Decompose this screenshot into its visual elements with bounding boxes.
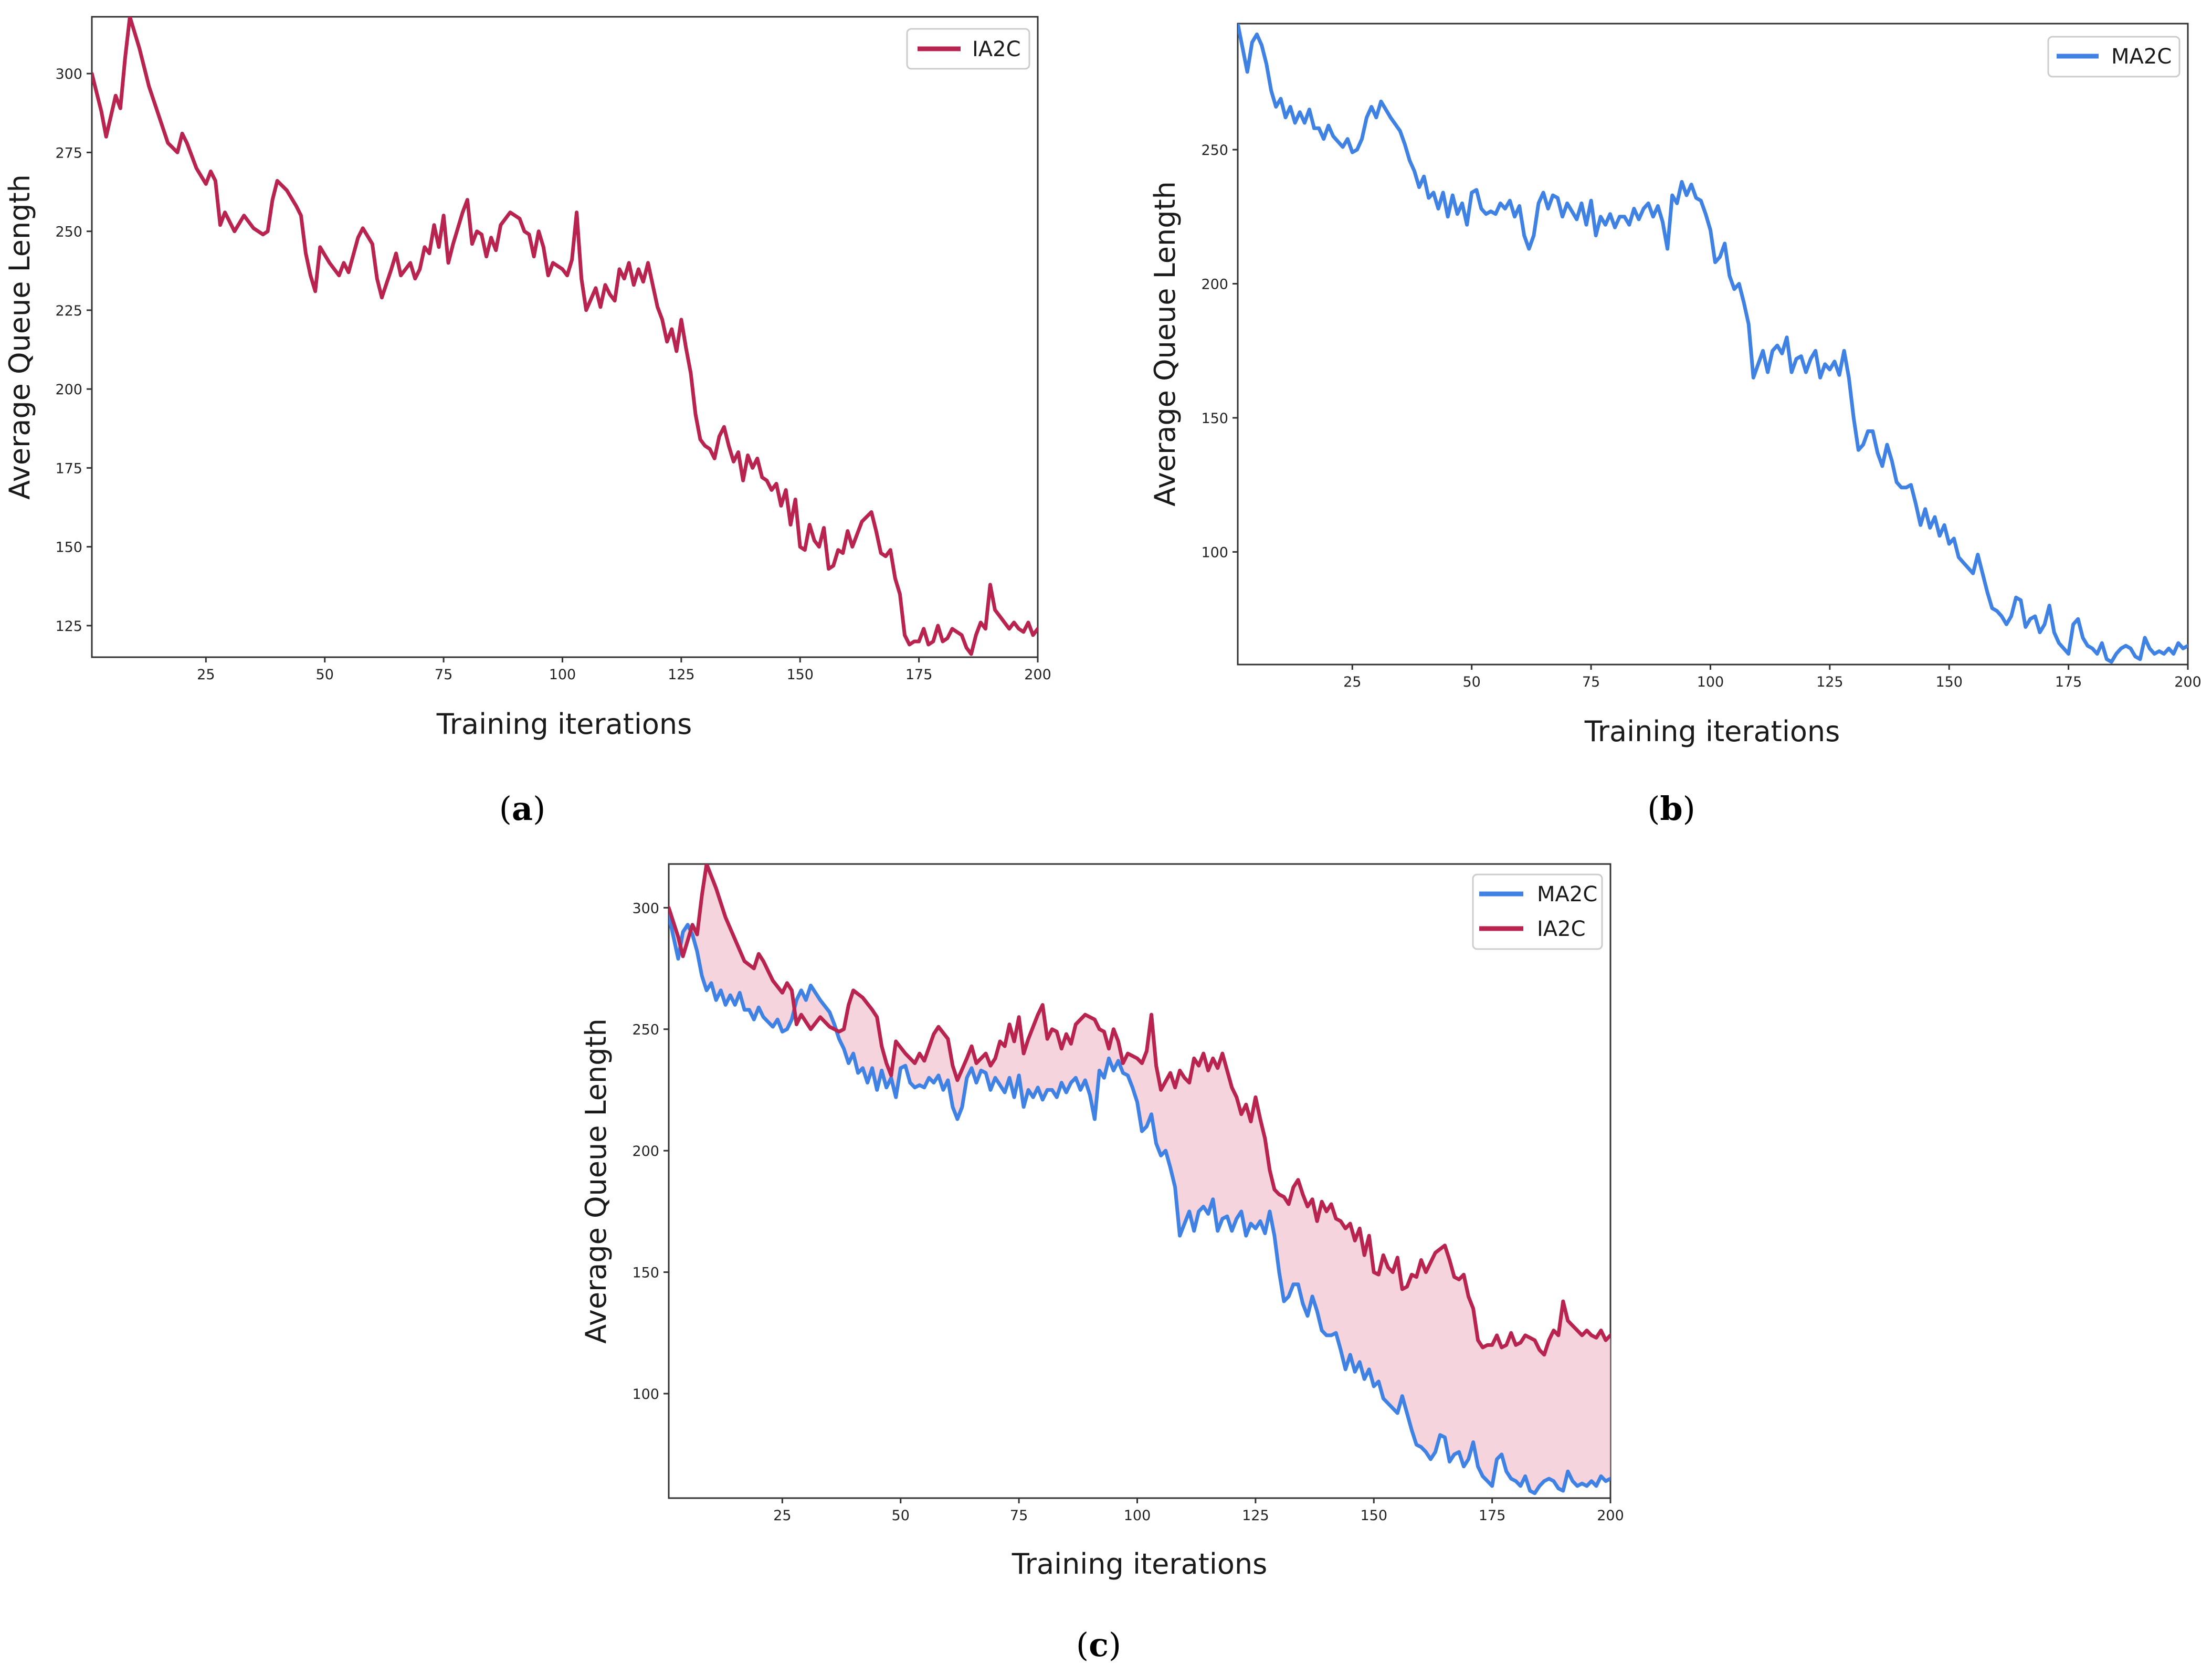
x-tick-label-b: 100 [1697,674,1724,690]
x-tick-label-a: 150 [786,667,814,683]
legend-label-ma2c-c: MA2C [1537,882,1597,907]
series-line-ia2c-c [669,864,1610,1357]
x-tick-label-a: 125 [668,667,695,683]
caption-b: (b) [1647,789,1695,828]
y-tick-label-a: 300 [55,66,82,82]
x-tick-label-a: 100 [549,667,576,683]
caption-letter-c: c [1089,1626,1109,1664]
x-tick-label-c: 25 [773,1508,791,1524]
series-line-ia2c-a [92,17,1038,656]
legend-label-ia2c-a: IA2C [972,37,1021,61]
x-ticks-c: 25 50 75 100 125 150 175 200 [773,1498,1624,1524]
x-ticks-a: 25 50 75 100 125 150 175 200 [197,657,1051,683]
series-group-c [669,864,1610,1495]
y-tick-label-b: 150 [1201,410,1228,427]
y-tick-label-a: 175 [55,460,82,477]
x-axis-label-a: Training iterations [436,708,692,741]
x-tick-label-b: 75 [1582,674,1600,690]
x-tick-label-c: 50 [892,1508,910,1524]
y-tick-label-a: 275 [55,145,82,161]
x-tick-label-a: 50 [316,667,334,683]
x-tick-label-b: 200 [2174,674,2202,690]
x-tick-label-a: 25 [197,667,215,683]
panel-b: 100 150 200 250 25 50 75 100 125 150 175 200 Train… [1149,23,2202,828]
y-tick-label-b: 200 [1201,277,1228,293]
x-tick-label-a: 200 [1024,667,1051,683]
y-tick-label-a: 150 [55,540,82,556]
x-axis-label-c: Training iterations [1012,1547,1268,1581]
caption-a: (a) [499,789,546,828]
x-ticks-b: 25 50 75 100 125 150 175 200 [1343,665,2202,690]
y-tick-label-b: 100 [1201,544,1228,561]
caption-c: (c) [1076,1626,1121,1664]
caption-letter-b: b [1660,789,1682,828]
y-tick-label-a: 200 [55,382,82,398]
x-tick-label-b: 175 [2055,674,2082,690]
plot-area-b [1237,23,2189,666]
legend-box-b [2047,36,2181,78]
y-axis-label-a: Average Queue Length [3,174,36,500]
series-group-b [1238,24,2188,664]
fill-between-area-c [669,864,1610,1493]
x-tick-label-b: 50 [1462,674,1480,690]
panel-c: 100 150 200 250 300 25 50 75 100 125 150 175 200 Tr… [580,863,1624,1664]
legend-a: IA2C [906,28,1030,70]
y-tick-label-c: 250 [632,1022,659,1038]
plot-area-a [91,16,1039,658]
x-axis-label-b: Training iterations [1584,715,1840,748]
y-tick-label-c: 300 [632,900,659,916]
legend-c: MA2C IA2C [1472,873,1603,950]
y-tick-label-a: 125 [55,618,82,635]
series-group-a [92,17,1038,656]
y-tick-label-a: 250 [55,224,82,240]
y-tick-label-c: 200 [632,1143,659,1160]
y-ticks-a: 125 150 175 200 225 250 275 300 [55,66,92,635]
y-tick-label-c: 150 [632,1265,659,1281]
y-tick-label-b: 250 [1201,142,1228,159]
legend-box-a [906,28,1030,70]
x-tick-label-b: 150 [1935,674,1963,690]
x-tick-label-a: 75 [435,667,452,683]
x-tick-label-c: 175 [1479,1508,1506,1524]
legend-label-ia2c-c: IA2C [1537,917,1586,941]
legend-b: MA2C [2047,36,2181,78]
y-tick-label-a: 225 [55,303,82,319]
x-tick-label-b: 25 [1343,674,1361,690]
y-ticks-b: 100 150 200 250 [1201,142,1238,561]
x-tick-label-a: 175 [905,667,933,683]
series-line-ma2c-c [669,913,1610,1495]
y-ticks-c: 100 150 200 250 300 [632,900,669,1403]
x-tick-label-c: 200 [1597,1508,1624,1524]
caption-letter-a: a [512,789,533,828]
x-tick-label-b: 125 [1816,674,1844,690]
x-tick-label-c: 150 [1360,1508,1387,1524]
y-axis-label-c: Average Queue Length [580,1018,613,1344]
x-tick-label-c: 100 [1124,1508,1151,1524]
series-line-ma2c-b [1238,24,2188,664]
y-tick-label-c: 100 [632,1386,659,1403]
panel-a: 125 150 175 200 225 250 275 300 25 50 75 100 125 150… [3,16,1051,828]
y-axis-label-b: Average Queue Length [1149,181,1182,507]
x-tick-label-c: 125 [1242,1508,1269,1524]
legend-label-ma2c-b: MA2C [2111,45,2172,69]
x-tick-label-c: 75 [1010,1508,1028,1524]
difference-fill-c [669,864,1610,1493]
